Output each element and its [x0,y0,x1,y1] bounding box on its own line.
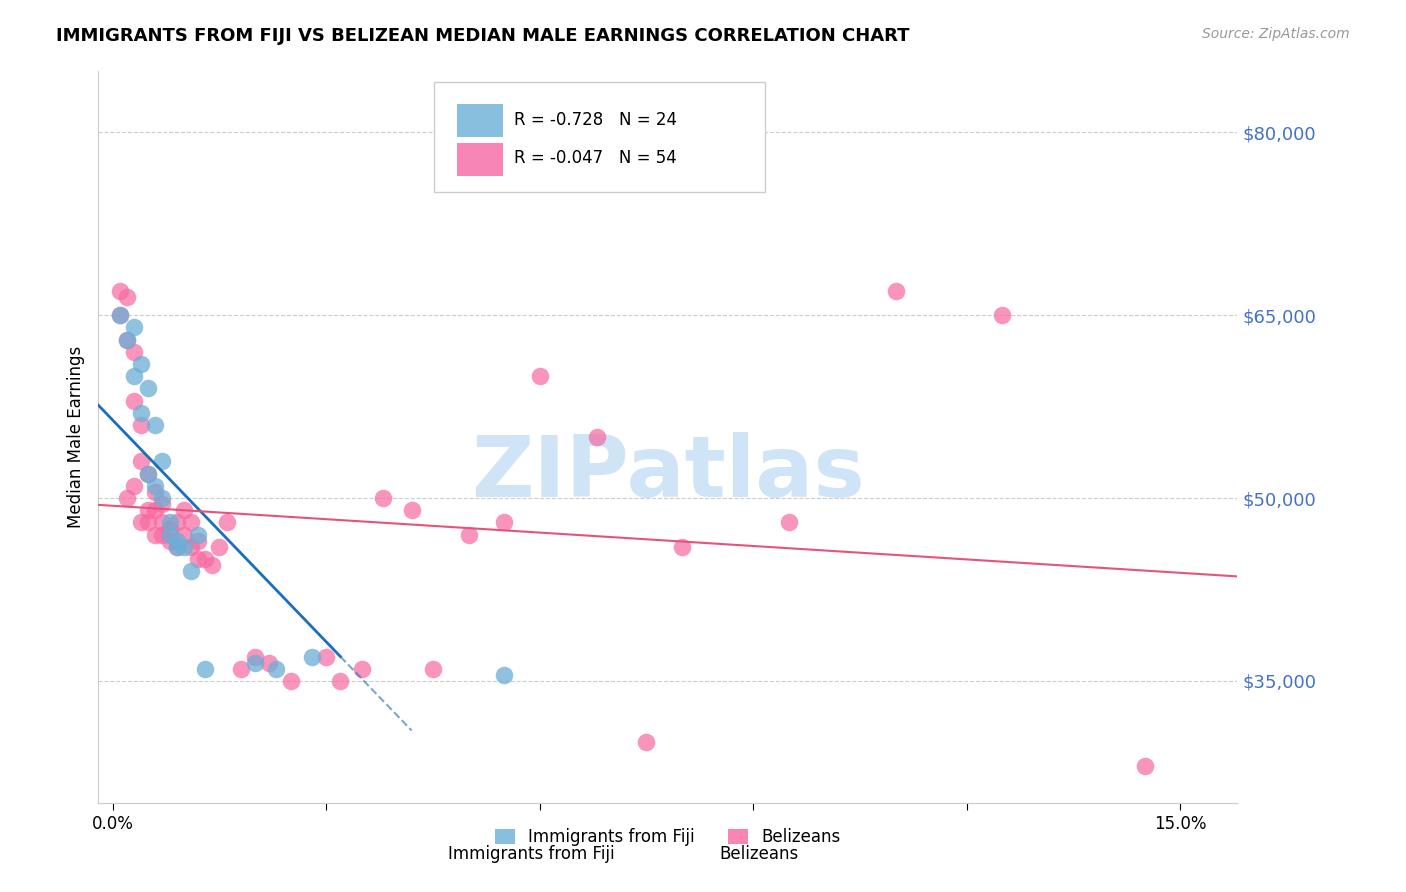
Point [208,540,231,554]
Point [194,662,217,676]
Point [371,491,394,505]
Point [152,527,174,541]
Point [115,333,138,347]
Point [136,467,159,481]
Point [194,552,217,566]
Point [145,479,167,493]
Point [457,527,479,541]
Point [243,656,266,670]
FancyBboxPatch shape [457,104,503,137]
Point [187,527,209,541]
Point [166,533,188,548]
Point [152,454,174,468]
Point [159,521,181,535]
Point [166,540,188,554]
Point [884,284,907,298]
Point [159,533,181,548]
Point [187,533,209,548]
Point [152,491,174,505]
Point [129,454,152,468]
Point [166,516,188,530]
Point [585,430,607,444]
Point [422,662,444,676]
Point [201,558,224,573]
Point [280,673,302,688]
Point [301,649,323,664]
Point [166,540,188,554]
Point [778,516,800,530]
Point [315,649,337,664]
Point [152,497,174,511]
Point [494,667,516,681]
Point [108,284,131,298]
Point [636,735,658,749]
Point [136,467,159,481]
Point [145,527,167,541]
Point [122,393,145,408]
Point [108,308,131,322]
Point [173,503,195,517]
Point [145,485,167,500]
Point [129,516,152,530]
FancyBboxPatch shape [457,143,503,176]
Point [180,564,202,578]
Point [145,417,167,432]
Point [329,673,352,688]
Point [671,540,693,554]
Point [266,662,288,676]
Point [129,357,152,371]
Text: R = -0.728   N = 24: R = -0.728 N = 24 [515,111,678,128]
Point [136,516,159,530]
Point [229,662,252,676]
Point [173,540,195,554]
Point [115,491,138,505]
Y-axis label: Median Male Earnings: Median Male Earnings [66,346,84,528]
Point [129,406,152,420]
Point [129,417,152,432]
FancyBboxPatch shape [434,82,765,192]
Text: Source: ZipAtlas.com: Source: ZipAtlas.com [1202,27,1350,41]
Text: IMMIGRANTS FROM FIJI VS BELIZEAN MEDIAN MALE EARNINGS CORRELATION CHART: IMMIGRANTS FROM FIJI VS BELIZEAN MEDIAN … [56,27,910,45]
Point [136,503,159,517]
Point [173,527,195,541]
Point [159,516,181,530]
Point [180,540,202,554]
Point [152,516,174,530]
Point [180,516,202,530]
Text: Immigrants from Fiji: Immigrants from Fiji [449,845,614,863]
Point [991,308,1014,322]
Text: R = -0.047   N = 54: R = -0.047 N = 54 [515,149,676,168]
Point [115,333,138,347]
Point [145,503,167,517]
Point [243,649,266,664]
Point [187,552,209,566]
Point [215,516,238,530]
Point [1133,759,1156,773]
Point [159,527,181,541]
Legend: Immigrants from Fiji, Belizeans: Immigrants from Fiji, Belizeans [488,822,848,853]
Text: Belizeans: Belizeans [720,845,799,863]
Point [494,516,516,530]
Point [122,479,145,493]
Point [122,344,145,359]
Point [122,320,145,334]
Point [115,290,138,304]
Text: ZIPatlas: ZIPatlas [471,432,865,516]
Point [350,662,373,676]
Point [259,656,281,670]
Point [108,308,131,322]
Point [529,369,551,384]
Point [401,503,423,517]
Point [136,381,159,395]
Point [122,369,145,384]
